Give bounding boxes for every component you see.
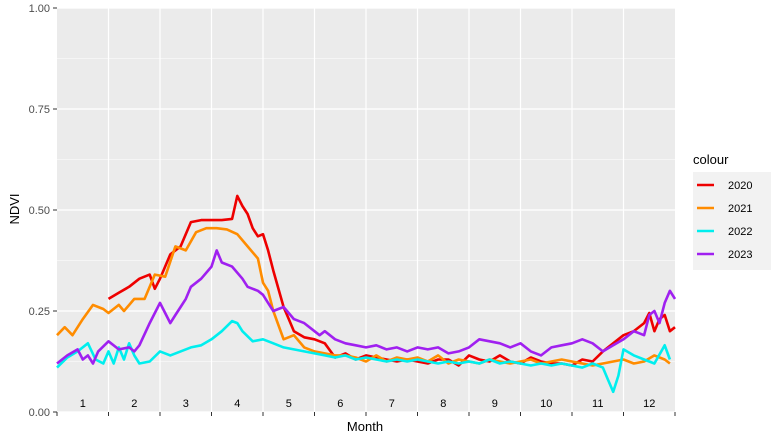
legend-label-2023: 2023 bbox=[728, 249, 752, 261]
y-axis: 0.00 0.25 0.50 0.75 1.00 bbox=[29, 3, 57, 419]
month-label: 11 bbox=[592, 398, 603, 410]
series-line-2020 bbox=[107, 194, 676, 367]
series-line-2022 bbox=[56, 319, 672, 394]
legend: colour 2020 2021 2022 2023 bbox=[693, 152, 771, 270]
month-label: 10 bbox=[540, 398, 552, 410]
month-label: 8 bbox=[440, 398, 446, 410]
month-label: 7 bbox=[389, 398, 395, 410]
month-label: 5 bbox=[286, 398, 292, 410]
y-tick-label: 0.50 bbox=[29, 205, 50, 217]
x-axis: 1 2 3 4 5 6 7 8 9 10 11 12 bbox=[56, 398, 676, 416]
x-axis-label: Month bbox=[347, 419, 383, 434]
y-tick-label: 1.00 bbox=[29, 3, 50, 15]
legend-label-2021: 2021 bbox=[728, 203, 752, 215]
legend-title: colour bbox=[693, 152, 729, 167]
month-label: 2 bbox=[131, 398, 137, 410]
y-axis-label: NDVI bbox=[7, 193, 22, 224]
y-tick-label: 0.25 bbox=[29, 306, 50, 318]
month-label: 6 bbox=[337, 398, 343, 410]
legend-label-2022: 2022 bbox=[728, 226, 752, 238]
series-line-2023 bbox=[56, 249, 677, 365]
month-label: 3 bbox=[183, 398, 189, 410]
month-label: 1 bbox=[80, 398, 86, 410]
grid-lines bbox=[57, 7, 675, 413]
y-tick-label: 0.75 bbox=[29, 104, 50, 116]
y-tick-label: 0.00 bbox=[29, 407, 50, 419]
legend-label-2020: 2020 bbox=[728, 180, 752, 192]
month-label: 12 bbox=[643, 398, 655, 410]
series-layer bbox=[56, 194, 677, 394]
month-label: 9 bbox=[492, 398, 498, 410]
month-label: 4 bbox=[234, 398, 240, 410]
